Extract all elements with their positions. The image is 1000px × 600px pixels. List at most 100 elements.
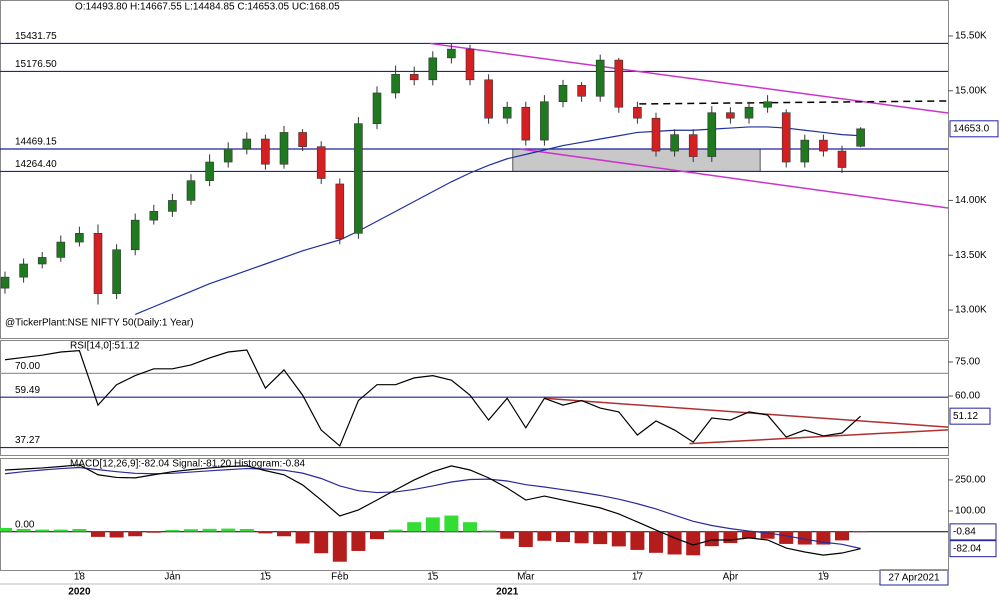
candle-body (242, 138, 252, 150)
candle-body (409, 74, 419, 81)
candle-body (558, 84, 568, 103)
candle-body (856, 128, 865, 147)
trend-line (520, 148, 949, 209)
y-tick-label: 60.00 (955, 391, 980, 402)
panel (0, 0, 949, 339)
candle-body (205, 161, 214, 181)
year-label: 2020 (68, 587, 91, 598)
x-tick-label: 18 (74, 572, 86, 583)
histogram-bar (332, 531, 347, 562)
value-box-label: -82.04 (953, 543, 982, 554)
level-label: 15176.50 (15, 59, 57, 70)
indicator-label: RSI[14,0]:51.12 (70, 341, 140, 352)
level-label: 15431.75 (15, 31, 57, 42)
candle-body (726, 112, 735, 119)
histogram-bar (35, 529, 50, 532)
header: O:14493.80 H:14667.55 L:14484.85 C:14653… (75, 2, 340, 13)
histogram-bar (258, 531, 273, 534)
candle-body (335, 183, 345, 240)
candle-body (56, 241, 66, 258)
indicator-label: MACD[12,26,9]:-82.04 Signal:-81.20 Histo… (70, 459, 306, 470)
histogram-bar (388, 529, 403, 532)
last-date: 27 Apr2021 (888, 573, 940, 584)
y-tick-label: 15.00K (955, 85, 987, 96)
candle-body (595, 59, 605, 97)
candle-body (112, 249, 121, 294)
candle-body (633, 106, 642, 119)
histogram-bar (184, 529, 198, 532)
x-tick-label: 19 (818, 572, 830, 583)
histogram-bar (797, 531, 812, 545)
histogram-bar (779, 531, 794, 544)
histogram-bar (667, 531, 682, 555)
candle-body (800, 139, 810, 163)
histogram-bar (593, 531, 608, 545)
histogram-bar (835, 531, 849, 541)
candle-body (763, 101, 772, 108)
x-tick-label: 15 (427, 572, 439, 583)
histogram-bar (518, 531, 533, 548)
histogram-bar (649, 531, 663, 553)
candle-body (130, 219, 140, 251)
candle-body (707, 112, 717, 157)
y-tick-label: 13.00K (955, 305, 987, 316)
candle-body (223, 148, 233, 163)
moving-average (134, 126, 861, 315)
candle-body (298, 132, 307, 147)
histogram-bar (425, 517, 440, 532)
candle-body (540, 101, 549, 141)
candle-body (75, 233, 84, 243)
candle-body (614, 59, 624, 108)
year-label: 2021 (496, 587, 519, 598)
candle-body (688, 134, 698, 157)
candle-body (744, 106, 754, 119)
candle-body (37, 257, 47, 265)
candle-body (391, 74, 400, 94)
histogram-bar (239, 529, 254, 532)
candle-body (93, 233, 103, 294)
level-label: 37.27 (15, 435, 40, 446)
x-tick-label: 15 (260, 572, 272, 583)
x-tick-label: Feb (331, 572, 349, 583)
level-label: 59.49 (15, 385, 40, 396)
histogram-bar (444, 515, 459, 532)
histogram-bar (146, 531, 161, 533)
x-tick-label: 17 (632, 572, 644, 583)
level-label: 70.00 (15, 361, 40, 372)
y-tick-label: 250.00 (955, 475, 986, 486)
x-tick-label: Apr (723, 572, 739, 583)
histogram-bar (500, 531, 515, 539)
histogram-bar (128, 531, 143, 537)
watermark: @TickerPlant:NSE NIFTY 50(Daily:1 Year) (5, 318, 194, 329)
histogram-bar (221, 528, 236, 532)
panel (0, 458, 949, 571)
candle-body (428, 57, 438, 81)
y-tick-label: 13.50K (955, 250, 987, 261)
panel (0, 340, 949, 456)
value-box (949, 120, 999, 138)
rsi-line (4, 349, 862, 447)
candle-body (484, 79, 493, 119)
histogram-bar (704, 531, 719, 547)
candle-body (0, 276, 10, 289)
histogram-bar (0, 527, 12, 532)
candle-body (316, 146, 326, 179)
candle-body (781, 112, 791, 163)
candle-body (279, 132, 289, 165)
histogram-bar (370, 531, 384, 540)
histogram-bar (537, 531, 552, 541)
histogram-bar (109, 531, 124, 538)
value-box-label: -0.84 (953, 527, 976, 538)
candle-body (186, 180, 196, 201)
histogram-bar (351, 531, 366, 551)
zero-label: 0.00 (15, 519, 35, 530)
candle-body (651, 117, 661, 152)
histogram-bar (723, 531, 738, 544)
candle-body (502, 106, 512, 119)
candle-body (19, 263, 28, 278)
histogram-bar (202, 528, 217, 532)
y-tick-label: 15.50K (955, 31, 987, 42)
value-box (949, 540, 997, 558)
